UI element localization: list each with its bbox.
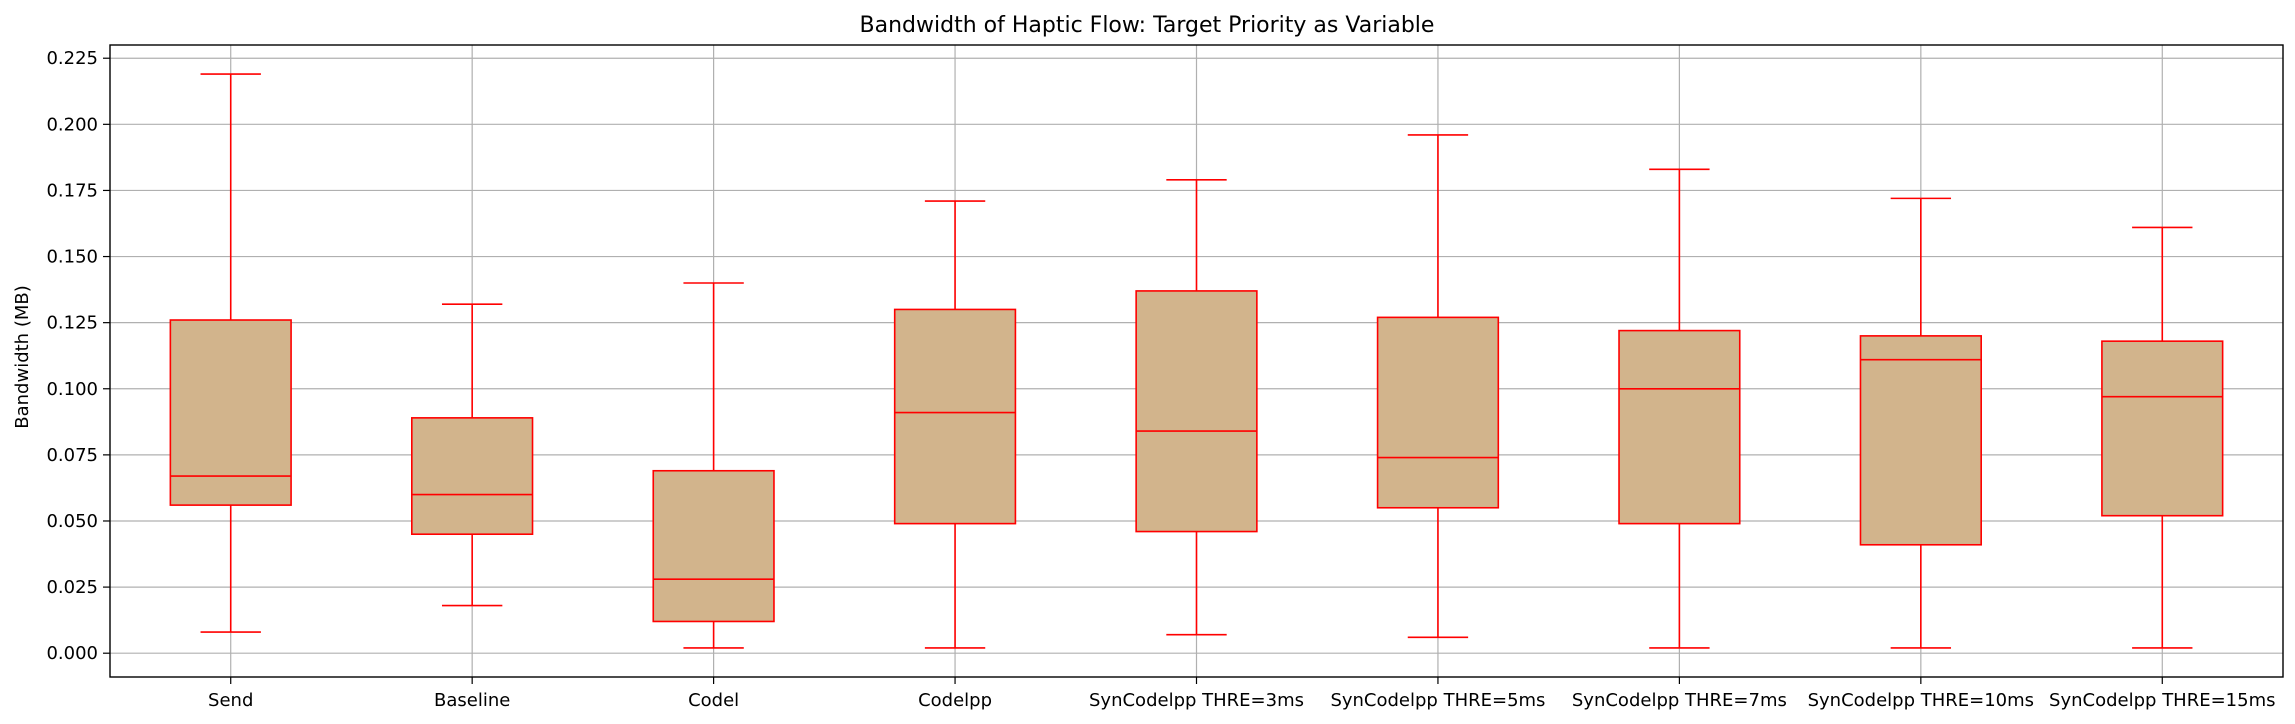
box-group [1618, 168, 1741, 649]
x-tick-label: Send [208, 690, 253, 711]
y-tick-label: 0.175 [46, 180, 98, 201]
box-group [169, 73, 292, 633]
x-tick-label: SynCodelpp THRE=15ms [2049, 690, 2275, 711]
chart-title: Bandwidth of Haptic Flow: Target Priorit… [860, 13, 1435, 38]
box-group [411, 303, 534, 607]
y-tick-label: 0.225 [46, 48, 98, 69]
iqr-box [411, 417, 534, 536]
box-group [893, 200, 1017, 649]
iqr-box [1135, 290, 1258, 533]
y-tick-label: 0.050 [46, 511, 98, 532]
box-group [1376, 134, 1500, 639]
x-tick-label: SynCodelpp THRE=7ms [1572, 690, 1787, 711]
x-tick-label: SynCodelpp THRE=5ms [1330, 690, 1545, 711]
iqr-box [893, 308, 1017, 525]
y-tick-label: 0.200 [46, 114, 98, 135]
x-tick-label: SynCodelpp THRE=10ms [1808, 690, 2034, 711]
x-tick-label: Codelpp [918, 690, 992, 711]
axes [103, 44, 2284, 684]
y-tick-label: 0.025 [46, 577, 98, 598]
y-tick-label: 0.075 [46, 445, 98, 466]
box-group [1859, 197, 1982, 649]
y-tick-label: 0.125 [46, 313, 98, 334]
box-group [652, 282, 775, 649]
iqr-box [1618, 329, 1741, 525]
y-tick-label: 0.000 [46, 643, 98, 664]
iqr-box [2101, 340, 2224, 517]
x-tick-label: Codel [688, 690, 739, 711]
iqr-box [1859, 335, 1982, 546]
x-tick-label: SynCodelpp THRE=3ms [1089, 690, 1304, 711]
y-axis-label: Bandwidth (MB) [12, 285, 33, 428]
iqr-box [169, 319, 292, 506]
x-tick-label: Baseline [434, 690, 510, 711]
iqr-box [1376, 316, 1500, 509]
y-tick-label: 0.150 [46, 247, 98, 268]
box-group [1135, 179, 1258, 636]
box-group [2101, 226, 2224, 649]
tick-labels: 0.000 0.025 0.050 0.075 0.100 0.125 0.150 0.175… [46, 48, 2275, 711]
y-tick-label: 0.100 [46, 379, 98, 400]
boxes [169, 73, 2224, 649]
plot-frame [109, 44, 2284, 678]
iqr-box [652, 469, 775, 623]
